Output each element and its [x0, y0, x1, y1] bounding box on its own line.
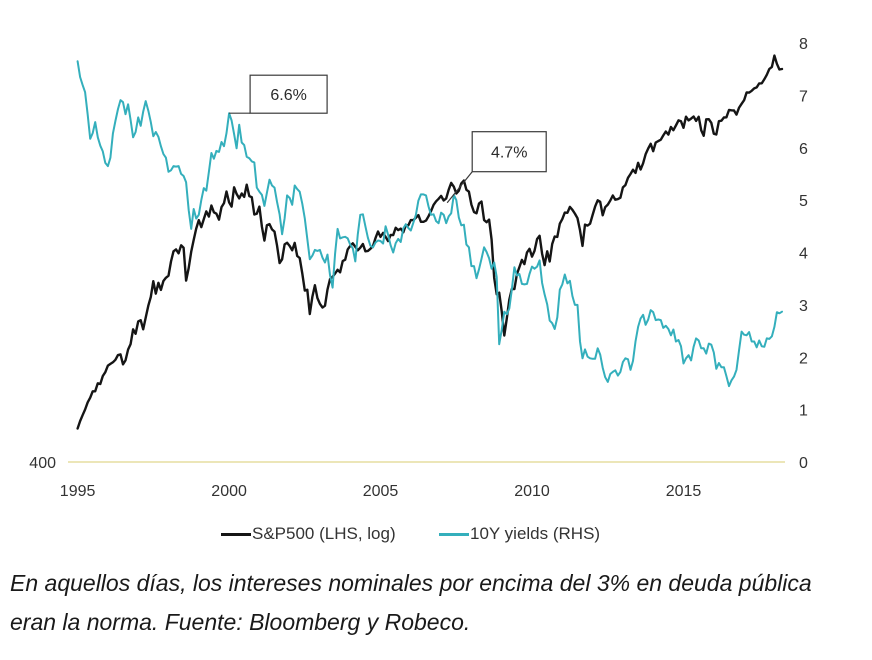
y-right-tick-label: 1 [799, 403, 808, 420]
y-right-tick-label: 5 [799, 193, 808, 210]
x-tick-label: 2000 [211, 483, 247, 500]
x-tick-label: 2005 [363, 483, 399, 500]
annotation-leader-line [446, 171, 473, 204]
axis-tick-labels: 1995 2000 2005 2010 2015 0 1 2 3 4 5 6 7 8 400 [29, 36, 808, 500]
y-right-tick-label: 3 [799, 298, 808, 315]
line-chart: 1995 2000 2005 2010 2015 0 1 2 3 4 5 6 7 8 400 6.6% 4.… [29, 36, 808, 500]
legend-label-sp500: S&P500 (LHS, log) [252, 524, 396, 543]
x-tick-label: 1995 [60, 483, 96, 500]
legend-item-10y-yields: 10Y yields (RHS) [439, 521, 600, 547]
y-left-tick-label: 400 [29, 455, 56, 472]
annotation-6-6-percent: 6.6% [229, 74, 328, 114]
annotation-4-7-percent: 4.7% [446, 131, 547, 204]
annotation-label: 4.7% [491, 145, 527, 162]
annotation-box [249, 74, 328, 114]
figure-caption: En aquellos días, los intereses nominale… [10, 564, 812, 642]
caption-line-2: eran la norma. Fuente: Bloomberg y Robec… [10, 609, 471, 635]
legend-swatch-10y-yields [439, 532, 469, 536]
annotation-box [471, 131, 547, 173]
series-line-sp500 [76, 54, 784, 430]
x-tick-label: 2010 [514, 483, 550, 500]
legend-label-10y-yields: 10Y yields (RHS) [470, 524, 601, 543]
y-right-tick-label: 4 [799, 246, 808, 263]
y-right-tick-label: 6 [799, 141, 808, 158]
chart-legend: S&P500 (LHS, log) 10Y yields (RHS) [0, 521, 872, 547]
legend-swatch-sp500 [221, 532, 251, 536]
annotation-label: 6.6% [270, 87, 306, 104]
y-right-tick-label: 8 [799, 36, 808, 53]
y-right-tick-label: 0 [799, 455, 808, 472]
legend-item-sp500: S&P500 (LHS, log) [221, 521, 396, 547]
series-line-10y-yields [76, 60, 783, 388]
y-right-tick-label: 7 [799, 88, 808, 105]
x-tick-label: 2015 [666, 483, 702, 500]
caption-line-1: En aquellos días, los intereses nominale… [10, 570, 812, 596]
y-right-tick-label: 2 [799, 350, 808, 367]
